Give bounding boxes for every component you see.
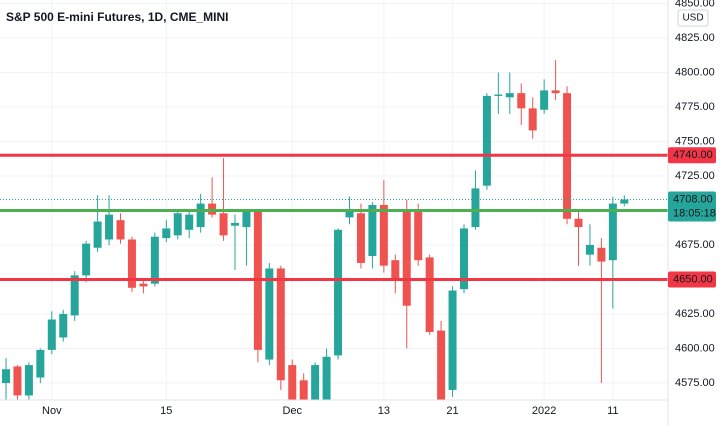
candle-body [185, 214, 194, 230]
candle-body [494, 94, 503, 96]
x-tick-label: Nov [42, 405, 62, 417]
candle-body [356, 213, 365, 263]
candle-body [127, 239, 136, 288]
y-tick-label: 4800.00 [675, 66, 715, 78]
candle-body [597, 247, 606, 262]
candle-body [437, 330, 446, 400]
candle-body [620, 199, 629, 204]
plot-area [0, 60, 668, 400]
candle-body [150, 236, 159, 284]
level-label: 4650.00 [673, 273, 713, 285]
y-tick-label: 4575.00 [675, 377, 715, 389]
candle-body [322, 356, 331, 400]
level-label-box [668, 147, 716, 164]
level-label: 4740.00 [673, 149, 713, 161]
candle-body [368, 204, 377, 257]
candle-body [517, 93, 526, 109]
y-tick-label: 4850.00 [675, 0, 715, 9]
y-tick-label: 4625.00 [675, 308, 715, 320]
y-tick-label: 4750.00 [675, 135, 715, 147]
candle-body [196, 203, 205, 228]
y-tick-label: 4775.00 [675, 101, 715, 113]
candle-body [608, 203, 617, 261]
candle-body [242, 210, 251, 228]
x-tick-label: 15 [160, 405, 172, 417]
candle-body [24, 365, 33, 396]
currency: USD [682, 13, 703, 24]
candle-body [585, 244, 594, 255]
y-tick-label: 4600.00 [675, 342, 715, 354]
x-tick-label: 13 [378, 405, 390, 417]
chart-title: S&P 500 E-mini Futures, 1D, CME_MINI [6, 10, 229, 24]
candle-body [276, 268, 285, 381]
candle-body [2, 369, 10, 384]
candle-body [414, 211, 423, 261]
x-tick-label: 11 [607, 405, 618, 417]
candle-body [402, 209, 411, 306]
candle-body [265, 268, 274, 360]
candle-body [93, 221, 102, 248]
currency-box [677, 9, 709, 27]
candle-body [448, 290, 457, 390]
y-tick-label: 4725.00 [675, 170, 715, 182]
candle-body [173, 213, 182, 236]
last-price-box [668, 191, 716, 222]
last-price-label: 4708.00 [673, 193, 713, 205]
candle-body [70, 275, 79, 316]
candle-body [471, 188, 480, 228]
candle-body [379, 204, 388, 266]
countdown: 18:05:18 [673, 207, 716, 219]
candle-body [528, 108, 537, 131]
candle-body [540, 90, 549, 110]
candle-body [139, 283, 148, 287]
candle-body [288, 365, 297, 400]
candle-body [219, 213, 228, 236]
y-axis: 4575.004600.004625.004650.004675.004700.… [668, 0, 716, 389]
candle-body [345, 210, 354, 218]
candle-body [105, 214, 114, 240]
candle-body [460, 228, 468, 290]
candle-body [425, 257, 434, 332]
x-tick-label: 2022 [532, 405, 556, 417]
candle-body [47, 319, 56, 350]
candle-body [311, 365, 320, 400]
candle-body [162, 228, 171, 239]
candle-body [231, 222, 239, 226]
candle-body [551, 90, 560, 94]
candle-body [391, 260, 400, 280]
x-tick-label: 21 [446, 405, 458, 417]
candle-body [116, 220, 125, 240]
candle-body [59, 314, 68, 338]
candle-body [505, 93, 514, 98]
candle-body [334, 229, 343, 356]
y-tick-label: 4825.00 [675, 32, 715, 44]
candle-body [13, 366, 22, 396]
x-tick-label: Dec [282, 405, 302, 417]
candle-body [299, 380, 308, 400]
candle-body [482, 95, 491, 186]
candle-body [574, 218, 583, 228]
candle-body [36, 349, 45, 378]
y-tick-label: 4675.00 [675, 239, 715, 251]
candle-body [82, 243, 91, 276]
level-label-box [668, 271, 716, 288]
